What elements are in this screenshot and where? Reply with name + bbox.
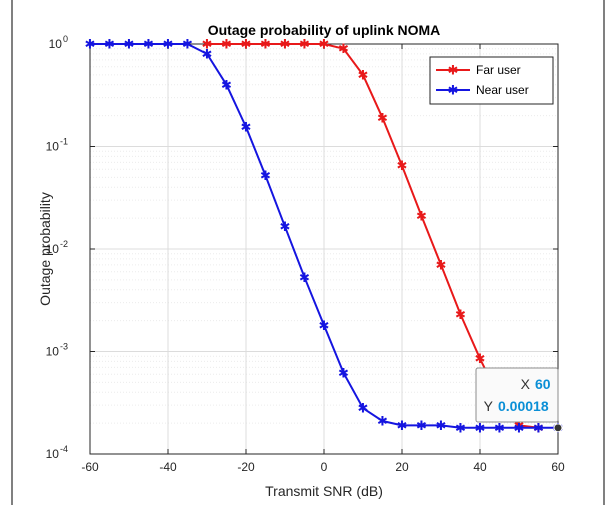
series-marker-1[interactable]: ✱	[280, 220, 291, 235]
series-marker-0[interactable]: ✱	[416, 209, 427, 224]
series-marker-0[interactable]: ✱	[455, 308, 466, 323]
series-marker-1[interactable]: ✱	[475, 421, 486, 436]
series-marker-1[interactable]: ✱	[104, 38, 115, 53]
y-tick-exponent: -3	[60, 342, 68, 352]
y-tick-exponent: -4	[60, 444, 68, 454]
y-axis-label: Outage probability	[37, 192, 53, 306]
series-marker-0[interactable]: ✱	[397, 159, 408, 174]
series-marker-0[interactable]: ✱	[319, 38, 330, 53]
y-tick-label: 10-3	[46, 342, 68, 359]
y-tick-label: 10-1	[46, 137, 68, 154]
x-tick-label: 40	[473, 460, 487, 474]
grid	[89, 43, 559, 455]
x-tick-label: 60	[551, 460, 565, 474]
series-marker-0[interactable]: ✱	[221, 38, 232, 53]
y-tick-exponent: -2	[60, 239, 68, 249]
series-marker-1[interactable]: ✱	[260, 169, 271, 184]
series-marker-0[interactable]: ✱	[436, 258, 447, 273]
series-marker-1[interactable]: ✱	[85, 38, 96, 53]
series-marker-0[interactable]: ✱	[377, 111, 388, 126]
series-marker-1[interactable]: ✱	[533, 421, 544, 436]
series-marker-1[interactable]: ✱	[397, 419, 408, 434]
x-tick-label: 20	[395, 460, 409, 474]
chart-title: Outage probability of uplink NOMA	[208, 22, 441, 38]
x-tick-label: -40	[159, 460, 177, 474]
y-tick-exponent: -1	[60, 137, 68, 147]
series-marker-0[interactable]: ✱	[533, 421, 544, 436]
x-tick-label: -60	[81, 460, 99, 474]
series-marker-0[interactable]: ✱	[241, 38, 252, 53]
x-axis-label: Transmit SNR (dB)	[265, 483, 383, 499]
series-line-0	[207, 43, 539, 429]
series-marker-1[interactable]: ✱	[163, 38, 174, 53]
x-tick-label: 0	[321, 460, 328, 474]
datatip-box	[475, 367, 559, 423]
series-marker-0[interactable]: ✱	[280, 38, 291, 53]
series-marker-1[interactable]: ✱	[319, 319, 330, 334]
series-marker-1[interactable]: ✱	[455, 421, 466, 436]
datatip-y-value: 0.00018	[498, 398, 549, 414]
y-tick-label: 10-4	[46, 444, 68, 461]
series-line-1	[90, 43, 558, 429]
series-marker-0[interactable]: ✱	[514, 419, 525, 434]
series-marker-1[interactable]: ✱	[377, 414, 388, 429]
series-marker-0[interactable]: ✱	[202, 38, 213, 53]
series-marker-1[interactable]: ✱	[358, 402, 369, 417]
datatip[interactable]: X 60 Y 0.00018	[475, 367, 563, 433]
datatip-x-value: 60	[535, 376, 551, 392]
series-marker-1[interactable]: ✱	[416, 419, 427, 434]
legend-label-near-user: Near user	[476, 83, 529, 97]
legend-marker-near-user: ✱	[448, 84, 459, 99]
x-tick-label: -20	[237, 460, 255, 474]
series-marker-1[interactable]: ✱	[182, 38, 193, 53]
series-marker-1[interactable]: ✱	[514, 421, 525, 436]
series-layer: ✱ ✱ ✱ ✱ ✱ ✱ ✱ ✱ ✱ ✱ ✱ ✱ ✱ ✱ ✱ ✱ ✱ ✱ ✱ ✱ ✱ ✱ ✱ ✱ ✱ ✱ ✱ ✱ ✱ ✱ ✱ ✱ ✱ ✱ ✱ ✱ ✱ ✱ ✱ ✱…	[85, 38, 564, 437]
datatip-x-label: X	[521, 376, 531, 392]
legend-marker-far-user: ✱	[448, 64, 459, 79]
series-marker-1[interactable]: ✱	[124, 38, 135, 53]
series-marker-0[interactable]: ✱	[299, 38, 310, 53]
legend-label-far-user: Far user	[476, 63, 521, 77]
series-marker-1[interactable]: ✱	[202, 47, 213, 62]
legend-box	[429, 56, 554, 105]
series-marker-1[interactable]: ✱	[241, 120, 252, 135]
series-marker-1[interactable]: ✱	[494, 421, 505, 436]
series-marker-1[interactable]: ✱	[299, 271, 310, 286]
series-marker-0[interactable]: ✱	[358, 68, 369, 83]
series-marker-1[interactable]: ✱	[221, 78, 232, 93]
datatip-point[interactable]	[553, 423, 563, 433]
series-marker-0[interactable]: ✱	[475, 352, 486, 367]
y-tick-label: 100	[49, 34, 68, 51]
legend[interactable]: ✱ Far user ✱ Near user	[429, 56, 554, 105]
series-marker-1[interactable]: ✱	[436, 419, 447, 434]
series-marker-1[interactable]: ✱	[143, 38, 154, 53]
datatip-y-label: Y	[484, 398, 494, 414]
y-tick-exponent: 0	[63, 34, 68, 44]
series-marker-0[interactable]: ✱	[338, 42, 349, 57]
series-marker-0[interactable]: ✱	[260, 38, 271, 53]
series-marker-1[interactable]: ✱	[338, 366, 349, 381]
